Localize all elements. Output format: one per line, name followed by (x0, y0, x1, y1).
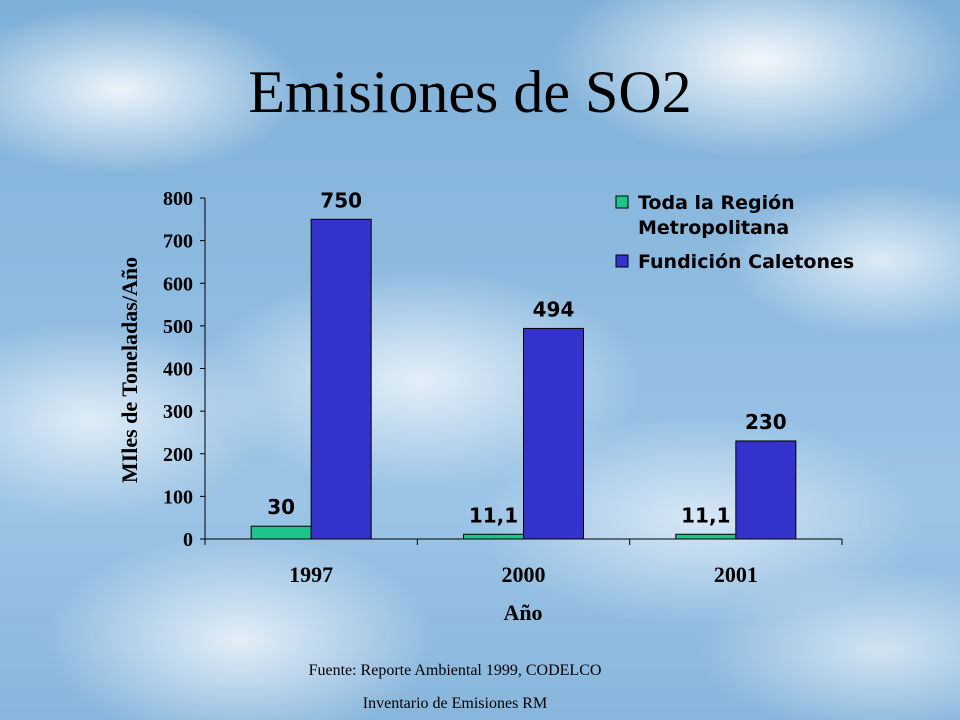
legend-swatch (615, 195, 629, 209)
data-label: 230 (745, 410, 787, 434)
x-tick-label: 2000 (502, 562, 546, 587)
data-label: 11,1 (681, 503, 730, 527)
data-label: 11,1 (469, 503, 518, 527)
y-tick-label: 500 (163, 316, 193, 338)
y-tick-label: 0 (183, 529, 193, 551)
y-axis: 0 100 200 300 400 500 600 700 800 (163, 188, 206, 551)
data-label: 750 (320, 188, 362, 212)
data-label: 30 (267, 495, 295, 519)
x-tick-label: 1997 (289, 562, 333, 587)
y-tick-label: 200 (163, 444, 193, 466)
bar-region (463, 533, 524, 540)
y-tick-label: 100 (163, 486, 193, 508)
data-label: 494 (533, 297, 575, 321)
legend: Toda la Región Metropolitana Fundición Cal… (615, 192, 854, 273)
data-labels-group: 30 750 11,1 494 11,1 230 (267, 188, 786, 527)
bars-group (250, 218, 797, 540)
legend-label: Toda la Región (638, 192, 795, 214)
bar-caletones (523, 327, 584, 540)
y-tick-label: 600 (163, 273, 193, 295)
source-note-2: Inventario de Emisiones RM (362, 695, 548, 712)
legend-label: Fundición Caletones (638, 251, 854, 273)
bar-region (250, 525, 312, 540)
bar-region (675, 533, 737, 540)
x-axis: 1997 2000 2001 (204, 538, 843, 587)
y-tick-label: 700 (163, 231, 193, 253)
slide-title: Emisiones de SO2 (248, 59, 692, 125)
y-axis-label: MIles de Toneladas/Año (117, 257, 142, 483)
x-tick-label: 2001 (714, 562, 758, 587)
y-tick-label: 800 (163, 188, 193, 210)
bar-caletones (735, 440, 797, 540)
y-tick-label: 400 (163, 359, 193, 381)
y-tick-label: 300 (163, 401, 193, 423)
bar-caletones (310, 218, 372, 540)
x-axis-label: Año (503, 600, 542, 625)
legend-label: Metropolitana (638, 217, 789, 239)
source-note: Fuente: Reporte Ambiental 1999, CODELCO (308, 662, 602, 679)
legend-swatch (615, 254, 629, 268)
